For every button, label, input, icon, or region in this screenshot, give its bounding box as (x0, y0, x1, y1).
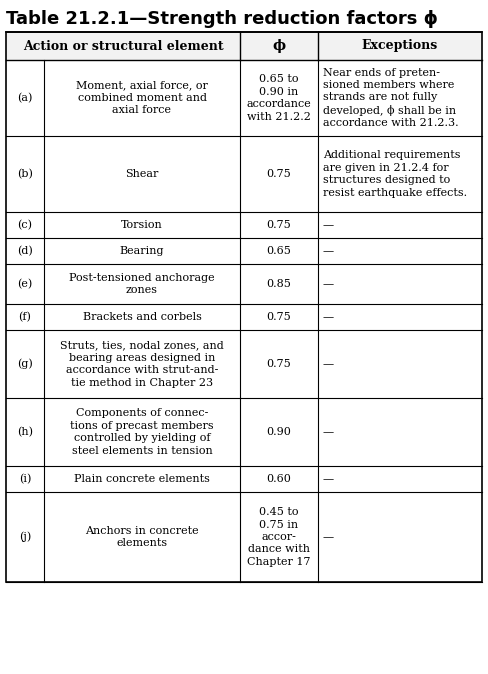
Text: Plain concrete elements: Plain concrete elements (74, 474, 210, 484)
Text: (e): (e) (18, 279, 33, 289)
Text: Exceptions: Exceptions (362, 40, 438, 53)
Text: —: — (323, 427, 334, 437)
Bar (6, 32, 482, 582)
Text: Torsion: Torsion (121, 220, 163, 230)
Text: (a): (a) (17, 93, 33, 103)
Text: —: — (323, 474, 334, 484)
Text: —: — (323, 532, 334, 542)
Text: Action or structural element: Action or structural element (22, 40, 224, 53)
Text: (d): (d) (17, 246, 33, 256)
Text: Shear: Shear (125, 169, 159, 179)
Text: 0.75: 0.75 (266, 169, 291, 179)
Text: —: — (323, 279, 334, 289)
Text: Anchors in concrete
elements: Anchors in concrete elements (85, 526, 199, 548)
Text: Table 21.2.1—Strength reduction factors ϕ: Table 21.2.1—Strength reduction factors … (6, 10, 438, 28)
Text: ϕ: ϕ (272, 39, 285, 53)
Text: Near ends of preten-
sioned members where
strands are not fully
developed, ϕ sha: Near ends of preten- sioned members wher… (323, 67, 459, 129)
Text: 0.65 to
0.90 in
accordance
with 21.2.2: 0.65 to 0.90 in accordance with 21.2.2 (246, 74, 311, 121)
Text: —: — (323, 220, 334, 230)
Text: Additional requirements
are given in 21.2.4 for
structures designed to
resist ea: Additional requirements are given in 21.… (323, 150, 467, 197)
Text: Brackets and corbels: Brackets and corbels (82, 312, 202, 322)
Text: (j): (j) (19, 532, 31, 543)
Text: (i): (i) (19, 474, 31, 484)
Text: 0.90: 0.90 (266, 427, 291, 437)
Text: 0.85: 0.85 (266, 279, 291, 289)
Text: 0.45 to
0.75 in
accor-
dance with
Chapter 17: 0.45 to 0.75 in accor- dance with Chapte… (247, 508, 311, 567)
Text: (f): (f) (19, 312, 31, 322)
Text: (b): (b) (17, 169, 33, 179)
Text: 0.75: 0.75 (266, 312, 291, 322)
Text: 0.75: 0.75 (266, 220, 291, 230)
Text: Post-tensioned anchorage
zones: Post-tensioned anchorage zones (69, 273, 215, 295)
Text: —: — (323, 312, 334, 322)
Text: (h): (h) (17, 427, 33, 437)
Bar (6, 32, 482, 60)
Text: Struts, ties, nodal zones, and
bearing areas designed in
accordance with strut-a: Struts, ties, nodal zones, and bearing a… (60, 340, 224, 388)
Text: Components of connec-
tions of precast members
controlled by yielding of
steel e: Components of connec- tions of precast m… (70, 408, 214, 456)
Text: Bearing: Bearing (120, 246, 164, 256)
Text: 0.60: 0.60 (266, 474, 291, 484)
Text: —: — (323, 359, 334, 369)
Text: 0.75: 0.75 (266, 359, 291, 369)
Text: (c): (c) (18, 220, 33, 230)
Text: 0.65: 0.65 (266, 246, 291, 256)
Text: (g): (g) (17, 359, 33, 369)
Text: Moment, axial force, or
combined moment and
axial force: Moment, axial force, or combined moment … (76, 81, 208, 115)
Text: —: — (323, 246, 334, 256)
